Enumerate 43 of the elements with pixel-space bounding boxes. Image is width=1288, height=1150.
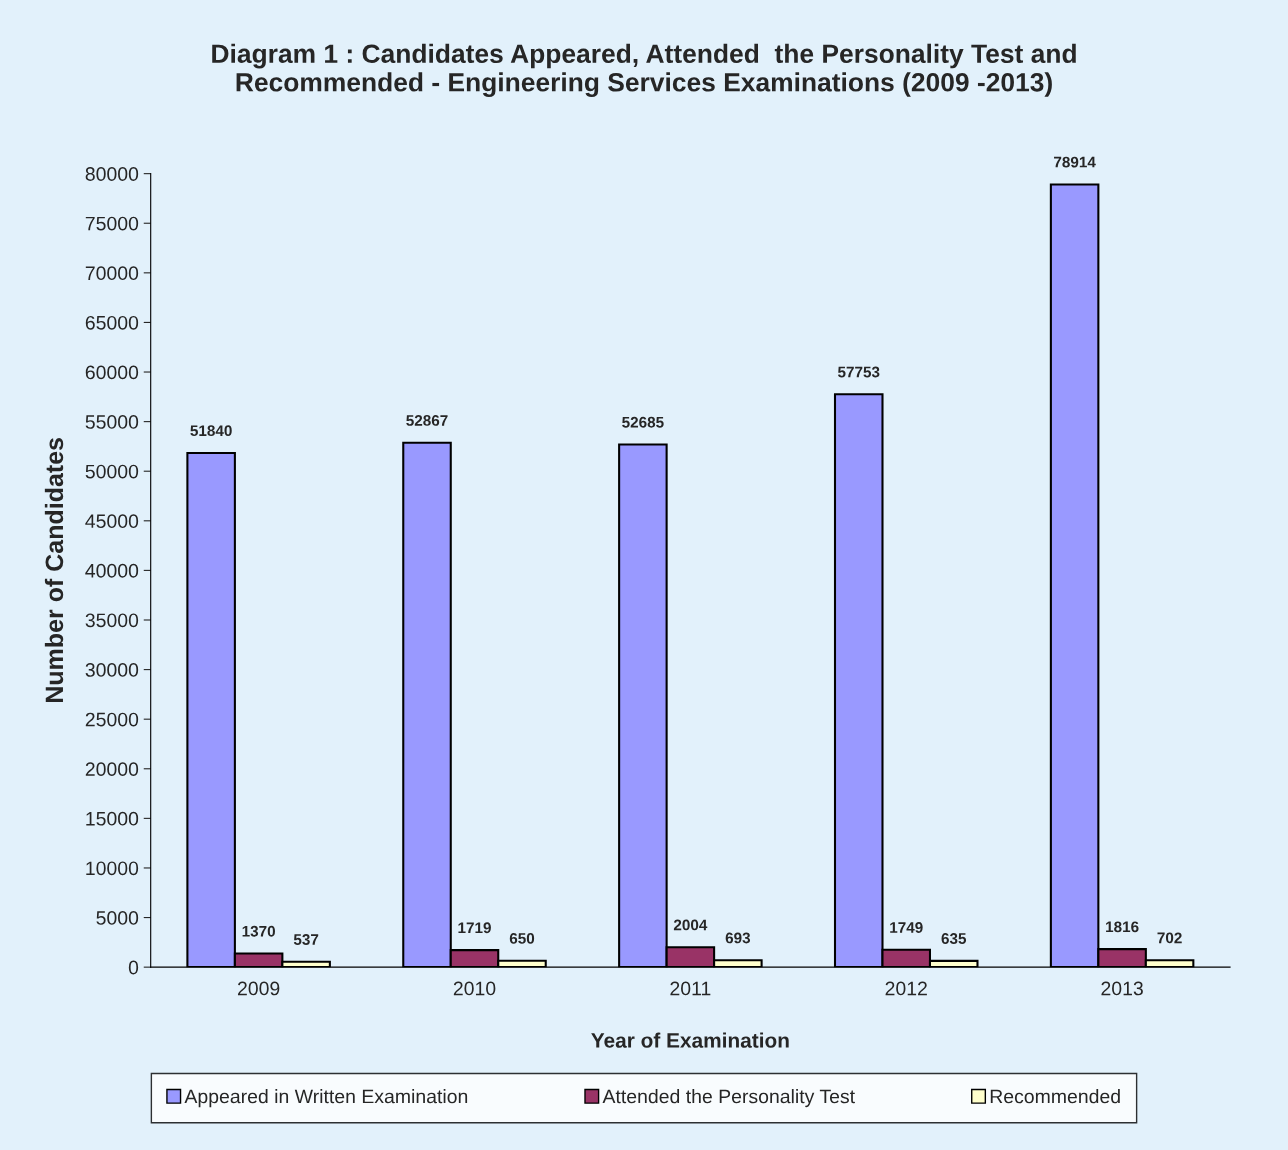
y-tick-label: 70000 (85, 266, 139, 281)
data-label: 51840 (190, 425, 232, 437)
legend-label: Recommended (990, 1089, 1120, 1104)
y-tick-label: 60000 (85, 365, 139, 380)
data-label: 650 (509, 932, 535, 944)
x-tick-label: 2011 (670, 981, 711, 996)
chart-title: Diagram 1 : Candidates Appeared, Attended the Personality Test and Recommended - Engineering Services Examinations (2009 -2013) (212, 43, 1076, 97)
y-tick-label: 75000 (85, 216, 139, 231)
y-tick-label: 80000 (85, 167, 139, 181)
y-tick-label: 25000 (85, 712, 139, 727)
data-label: 702 (1157, 932, 1182, 944)
data-label: 693 (725, 932, 751, 944)
y-tick-label: 35000 (85, 613, 139, 628)
data-label: 1719 (458, 922, 491, 934)
x-tick-label: 2009 (237, 981, 280, 996)
y-tick-label: 55000 (85, 415, 139, 429)
legend-label: Appeared in Written Examination (184, 1089, 468, 1108)
x-tick-label: 2012 (885, 981, 927, 996)
y-tick-label: 40000 (85, 563, 139, 578)
x-tick-label: 2010 (453, 981, 496, 996)
data-label: 1749 (890, 922, 923, 933)
y-tick-label: 50000 (85, 464, 139, 479)
y-axis-title: Number of Candidates (44, 438, 64, 703)
y-tick-label: 45000 (85, 514, 139, 529)
y-tick-label: 20000 (85, 762, 139, 777)
y-tick-label: 10000 (86, 861, 139, 876)
data-label: 537 (293, 934, 319, 945)
data-label: 635 (941, 933, 967, 944)
data-label: 1370 (242, 925, 275, 937)
data-label: 2004 (673, 919, 708, 931)
data-label: 52685 (622, 416, 664, 428)
data-label: 57753 (837, 366, 880, 378)
y-tick-label: 15000 (86, 811, 139, 826)
data-label: 1816 (1106, 921, 1139, 933)
y-tick-label: 30000 (85, 663, 139, 677)
y-tick-label: 65000 (85, 315, 139, 330)
x-axis-title: Year of Examination (591, 1032, 789, 1048)
data-label: 52867 (406, 415, 448, 426)
y-tick-label: 5000 (96, 911, 139, 925)
x-tick-label: 2013 (1101, 981, 1143, 996)
legend-label: Attended the Personality Test (602, 1089, 855, 1108)
data-label: 78914 (1054, 156, 1096, 168)
y-tick-label: 0 (128, 960, 139, 975)
